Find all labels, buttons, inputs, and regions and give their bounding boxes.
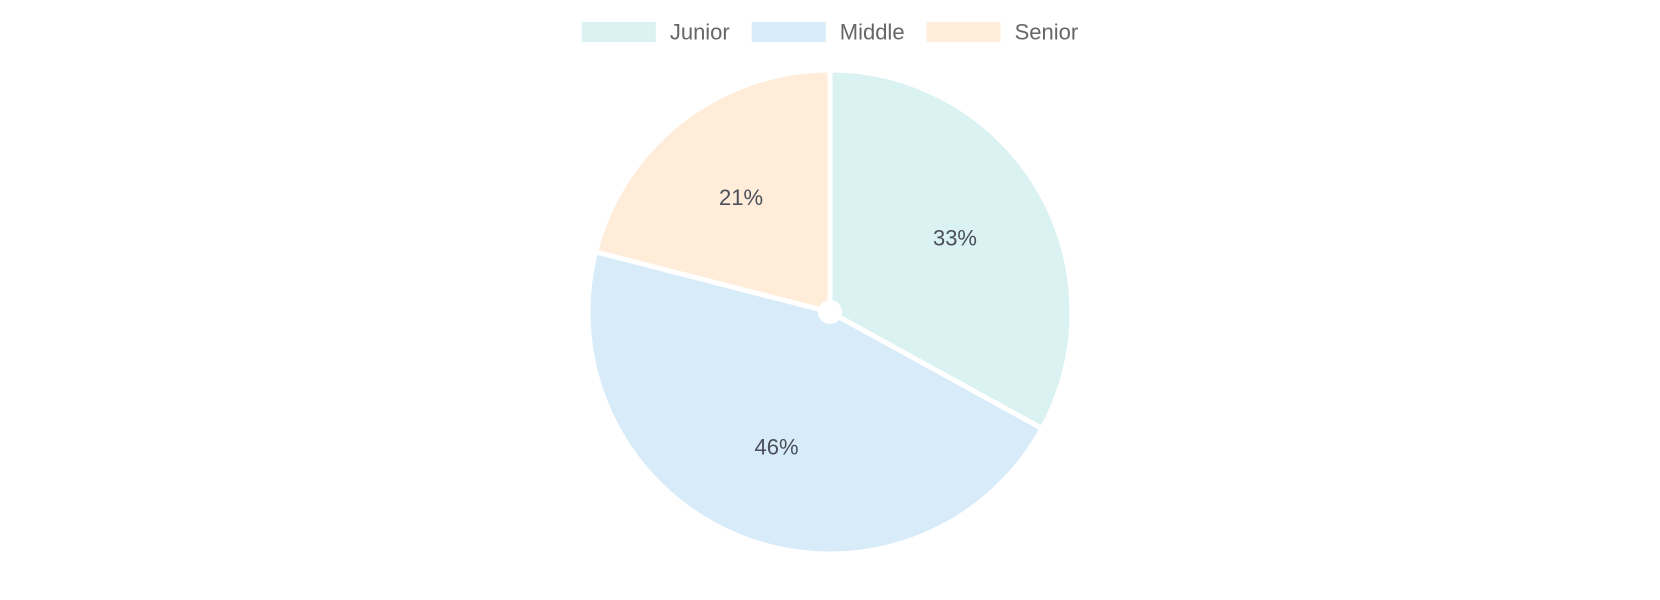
slice-label-junior: 33% — [933, 226, 977, 251]
legend-swatch-junior[interactable] — [581, 22, 656, 42]
legend-swatch-senior[interactable] — [926, 22, 1001, 42]
legend-label-middle[interactable]: Middle — [840, 20, 905, 45]
legend: Junior Middle Senior — [581, 20, 1079, 45]
slice-labels: 33% 46% 21% — [719, 185, 977, 460]
pie-center-dot — [818, 300, 842, 324]
slice-label-middle: 46% — [755, 435, 799, 460]
legend-label-junior[interactable]: Junior — [670, 20, 730, 45]
pie-slice-middle[interactable] — [585, 249, 1045, 557]
pie-slices — [585, 67, 1075, 557]
slice-label-senior: 21% — [719, 185, 763, 210]
pie-slice-senior[interactable] — [593, 67, 833, 315]
legend-swatch-middle[interactable] — [751, 22, 826, 42]
pie-slice-junior[interactable] — [827, 67, 1075, 432]
legend-label-senior[interactable]: Senior — [1015, 20, 1079, 45]
